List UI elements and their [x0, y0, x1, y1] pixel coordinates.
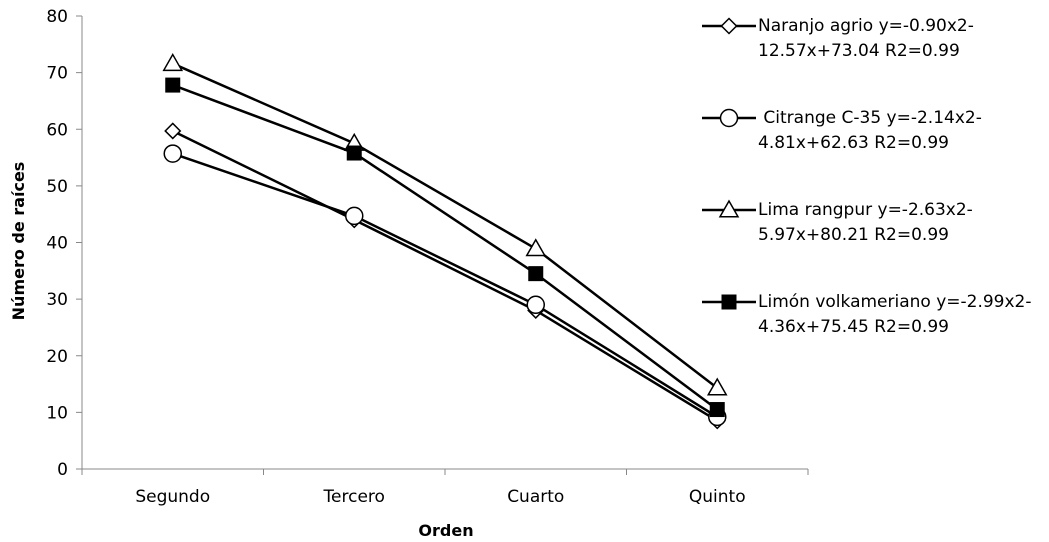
legend-swatch: [702, 294, 756, 310]
legend-marker: [720, 17, 738, 35]
legend-swatch: [702, 17, 756, 35]
series-1: [164, 122, 726, 430]
x-tick-label: Cuarto: [507, 487, 564, 507]
data-point: [526, 295, 545, 315]
series-3: [162, 53, 728, 396]
x-tick-label: Tercero: [323, 487, 385, 507]
y-tick-label: 20: [46, 347, 68, 367]
series-4: [165, 77, 725, 418]
data-point: [162, 53, 184, 72]
data-point: [346, 145, 362, 161]
y-axis-title: Número de raíces: [9, 162, 28, 321]
y-tick-label: 10: [46, 403, 68, 423]
series-layer: [162, 53, 728, 430]
legend-item: Citrange C-35 y=-2.14x2-4.81x+62.63 R2=0…: [700, 106, 1045, 156]
y-tick-label: 0: [57, 460, 68, 480]
y-tick-label: 60: [46, 120, 68, 140]
series-line: [172, 83, 718, 411]
legend-label: Lima rangpur y=-2.63x2-5.97x+80.21 R2=0.…: [758, 200, 973, 245]
x-tick-label: Quinto: [689, 487, 746, 507]
legend-marker: [718, 199, 740, 218]
y-tick-label: 70: [46, 64, 68, 84]
legend-item: Lima rangpur y=-2.63x2-5.97x+80.21 R2=0.…: [700, 198, 1045, 248]
data-point: [345, 206, 364, 226]
y-tick-label: 50: [46, 177, 68, 197]
legend-item: Limón volkameriano y=-2.99x2-4.36x+75.45…: [700, 290, 1045, 340]
x-axis-title: Orden: [418, 521, 473, 540]
y-tick-label: 40: [46, 234, 68, 254]
data-point: [164, 122, 182, 140]
series-line: [172, 129, 718, 422]
legend-label: Naranjo agrio y=-0.90x2-12.57x+73.04 R2=…: [758, 16, 974, 61]
series-2: [163, 144, 727, 427]
legend-swatch: [702, 199, 756, 218]
y-tick-label: 30: [46, 290, 68, 310]
data-point: [163, 144, 182, 163]
series-line: [172, 62, 719, 390]
y-tick-label: 80: [46, 7, 68, 27]
legend: Naranjo agrio y=-0.90x2-12.57x+73.04 R2=…: [700, 14, 1045, 340]
data-point: [165, 77, 181, 93]
legend-swatch: [702, 108, 756, 128]
data-point: [528, 266, 544, 282]
data-point: [525, 238, 547, 257]
legend-label: Citrange C-35 y=-2.14x2-4.81x+62.63 R2=0…: [758, 108, 982, 153]
legend-item: Naranjo agrio y=-0.90x2-12.57x+73.04 R2=…: [700, 14, 1045, 64]
series-line: [172, 152, 718, 418]
legend-marker: [719, 108, 739, 128]
data-point: [706, 377, 728, 396]
legend-label: Limón volkameriano y=-2.99x2-4.36x+75.45…: [758, 292, 1032, 337]
axes: 0 10 20 30 40 50 60 70 80 Segundo Tercero Cuarto Qui…: [46, 7, 809, 507]
x-tick-label: Segundo: [135, 487, 210, 507]
legend-marker: [721, 294, 737, 310]
data-point: [709, 402, 725, 418]
